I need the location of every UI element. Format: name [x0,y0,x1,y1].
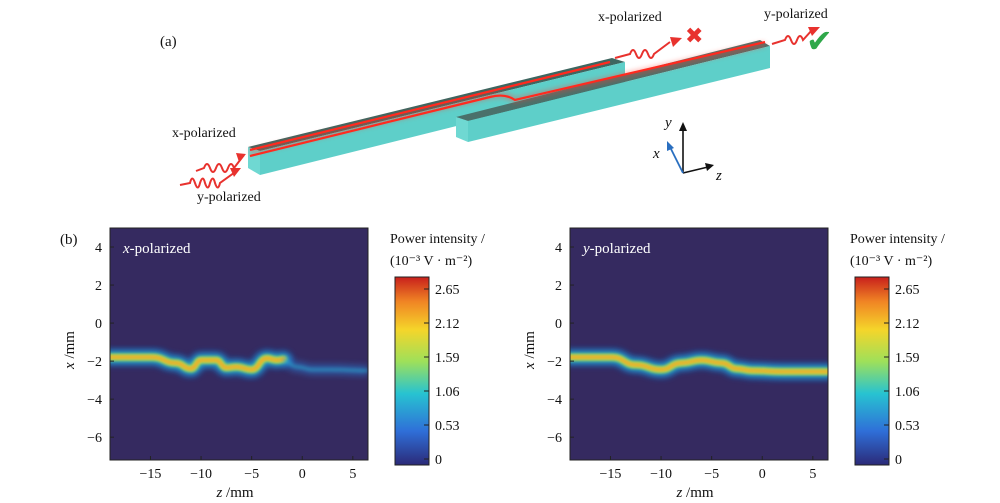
field-band-4 [110,356,286,371]
plot-title: y-polarized [581,241,651,257]
x-tick-label: −15 [140,467,162,482]
waveguide-long-front [260,62,625,175]
colorbar-tick-label: 0.53 [895,419,920,434]
output-wave-x [614,37,682,59]
colorbar-tick-label: 2.65 [435,283,460,298]
y-tick-label: 4 [555,241,562,256]
colorbar-tick-label: 0 [895,453,902,468]
field-group [570,349,828,380]
x-tick-label: 0 [299,467,306,482]
y-tick-label: −2 [547,355,562,370]
y-axis-label: x /mm [62,331,78,370]
y-axis-unit: /mm [522,331,538,363]
input-wave-y [179,168,241,189]
y-axis-var: x [522,362,538,370]
plot-title: x-polarized [122,241,191,257]
colorbar-tick-label: 0.53 [435,419,460,434]
x-tick-label: −15 [600,467,622,482]
input-wave-x [195,153,246,173]
y-tick-label: 0 [555,317,562,332]
plot-frame [109,227,369,461]
y-tick-label: 2 [95,279,102,294]
field-band-4 [570,356,828,373]
colorbar [394,276,430,466]
x-tick-label: −10 [190,467,212,482]
y-axis-var: x [62,362,78,370]
y-axis-label: x /mm [522,331,538,370]
axis-x-arrow [667,141,684,174]
beam-x [249,60,611,152]
panel-a-label: (a) [160,34,177,50]
colorbar-tick-label: 1.59 [435,351,460,366]
colorbar-title-line1: Power intensity / [850,232,945,247]
x-tick-label: −10 [650,467,672,482]
waveguide-block-front [456,117,468,142]
colorbar-title-line2: (10⁻³ V · m⁻²) [850,254,932,269]
colorbar-title-line2: (10⁻³ V · m⁻²) [390,254,472,269]
colorbar-title-line1: Power intensity / [390,232,485,247]
output-wave-y [771,27,820,45]
y-tick-label: −4 [547,393,562,408]
y-tick-label: −4 [87,393,102,408]
y-tick-label: 2 [555,279,562,294]
x-axis-unit: /mm [222,485,254,501]
field-group [110,349,368,378]
cross-icon: ✖ [685,24,704,49]
input-y-label: y-polarized [197,190,261,205]
axis-y-label: y [665,115,672,131]
output-x-label: x-polarized [598,10,662,25]
plot-frame [569,227,829,461]
y-tick-label: 4 [95,241,102,256]
colorbar-tick-label: 2.65 [895,283,920,298]
colorbar-tick-label: 2.12 [895,317,920,332]
plot-title-var: x [122,241,130,257]
waveguide-block-side [468,46,770,142]
y-tick-label: −6 [547,431,562,446]
x-tick-label: 5 [349,467,356,482]
plot-title-rest: -polarized [130,241,191,257]
axis-z-label: z [716,168,722,184]
panel-b-label: (b) [60,232,78,248]
x-tick-label: 0 [759,467,766,482]
plot-background [570,228,828,460]
y-tick-label: −2 [87,355,102,370]
input-x-label: x-polarized [172,126,236,141]
axes-triad [679,122,714,174]
y-axis-unit: /mm [62,331,78,363]
y-tick-label: 0 [95,317,102,332]
field-fade-inner [283,359,368,373]
colorbar-tick-label: 2.12 [435,317,460,332]
colorbar-tick-label: 0 [435,453,442,468]
output-y-label: y-polarized [764,7,828,22]
x-tick-label: 5 [809,467,816,482]
x-axis-var: z [675,485,682,501]
x-axis-var: z [215,485,222,501]
plot-title-var: y [581,241,590,257]
beam-y [249,40,766,158]
check-icon: ✔ [806,22,833,60]
plot-title-rest: -polarized [590,241,651,257]
waveguide-illustration [179,27,820,189]
x-axis-label: z /mm [215,485,253,501]
axis-x-label: x [653,146,660,162]
x-tick-label: −5 [244,467,259,482]
colorbar-tick-label: 1.06 [435,385,460,400]
y-tick-label: −6 [87,431,102,446]
x-tick-label: −5 [704,467,719,482]
x-axis-unit: /mm [682,485,714,501]
colorbar-tick-label: 1.59 [895,351,920,366]
colorbar-tick-label: 1.06 [895,385,920,400]
colorbar [854,276,890,466]
x-axis-label: z /mm [675,485,713,501]
plot-background [110,228,368,460]
